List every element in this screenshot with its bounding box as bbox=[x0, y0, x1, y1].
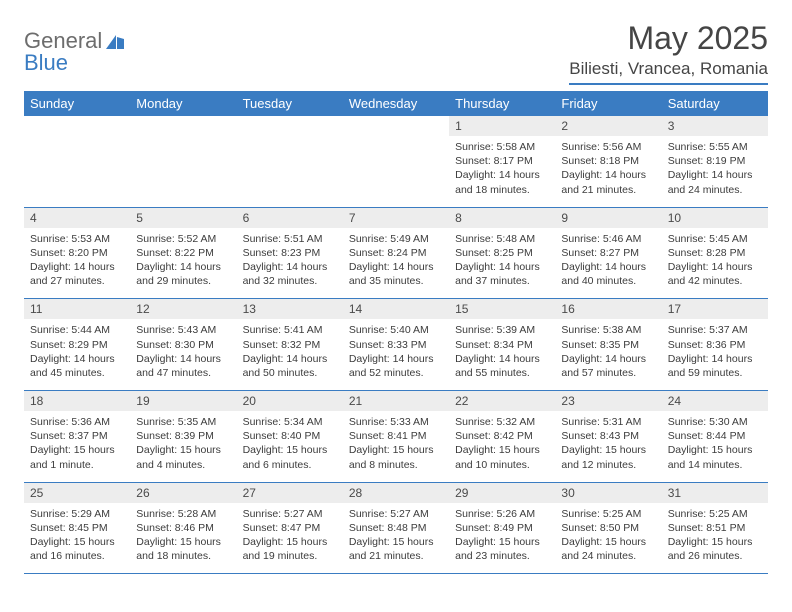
day-number-cell: 23 bbox=[555, 391, 661, 412]
day-number-cell: 10 bbox=[662, 207, 768, 228]
day-content-cell: Sunrise: 5:46 AM Sunset: 8:27 PM Dayligh… bbox=[555, 228, 661, 299]
day-content-cell bbox=[343, 136, 449, 207]
day-number-row: 18192021222324 bbox=[24, 391, 768, 412]
day-content-cell: Sunrise: 5:28 AM Sunset: 8:46 PM Dayligh… bbox=[130, 503, 236, 574]
day-number-cell: 2 bbox=[555, 116, 661, 136]
day-content-cell: Sunrise: 5:34 AM Sunset: 8:40 PM Dayligh… bbox=[237, 411, 343, 482]
day-number-cell bbox=[237, 116, 343, 136]
day-number-row: 25262728293031 bbox=[24, 482, 768, 503]
weekday-header: Thursday bbox=[449, 91, 555, 116]
day-content-cell: Sunrise: 5:53 AM Sunset: 8:20 PM Dayligh… bbox=[24, 228, 130, 299]
location-label: Biliesti, Vrancea, Romania bbox=[569, 59, 768, 85]
day-number-cell: 3 bbox=[662, 116, 768, 136]
weekday-header-row: Sunday Monday Tuesday Wednesday Thursday… bbox=[24, 91, 768, 116]
day-content-cell: Sunrise: 5:45 AM Sunset: 8:28 PM Dayligh… bbox=[662, 228, 768, 299]
day-number-cell: 7 bbox=[343, 207, 449, 228]
day-number-cell: 24 bbox=[662, 391, 768, 412]
day-content-cell: Sunrise: 5:36 AM Sunset: 8:37 PM Dayligh… bbox=[24, 411, 130, 482]
day-number-cell: 31 bbox=[662, 482, 768, 503]
day-number-cell: 30 bbox=[555, 482, 661, 503]
day-content-row: Sunrise: 5:44 AM Sunset: 8:29 PM Dayligh… bbox=[24, 319, 768, 390]
day-number-cell: 12 bbox=[130, 299, 236, 320]
day-number-cell bbox=[24, 116, 130, 136]
day-number-cell: 27 bbox=[237, 482, 343, 503]
day-content-cell: Sunrise: 5:25 AM Sunset: 8:50 PM Dayligh… bbox=[555, 503, 661, 574]
day-number-cell: 16 bbox=[555, 299, 661, 320]
day-number-cell: 5 bbox=[130, 207, 236, 228]
day-content-cell: Sunrise: 5:43 AM Sunset: 8:30 PM Dayligh… bbox=[130, 319, 236, 390]
day-number-cell: 19 bbox=[130, 391, 236, 412]
day-number-cell: 14 bbox=[343, 299, 449, 320]
day-content-cell: Sunrise: 5:35 AM Sunset: 8:39 PM Dayligh… bbox=[130, 411, 236, 482]
day-number-cell: 29 bbox=[449, 482, 555, 503]
day-number-row: 11121314151617 bbox=[24, 299, 768, 320]
day-number-cell: 26 bbox=[130, 482, 236, 503]
day-content-cell bbox=[237, 136, 343, 207]
day-content-cell bbox=[24, 136, 130, 207]
day-content-cell: Sunrise: 5:38 AM Sunset: 8:35 PM Dayligh… bbox=[555, 319, 661, 390]
day-number-cell: 17 bbox=[662, 299, 768, 320]
day-content-cell: Sunrise: 5:26 AM Sunset: 8:49 PM Dayligh… bbox=[449, 503, 555, 574]
header: General May 2025 Biliesti, Vrancea, Roma… bbox=[24, 20, 768, 85]
day-number-cell: 13 bbox=[237, 299, 343, 320]
day-content-cell: Sunrise: 5:40 AM Sunset: 8:33 PM Dayligh… bbox=[343, 319, 449, 390]
day-content-cell: Sunrise: 5:27 AM Sunset: 8:48 PM Dayligh… bbox=[343, 503, 449, 574]
day-number-cell bbox=[343, 116, 449, 136]
logo-sail-icon bbox=[106, 33, 124, 49]
day-content-row: Sunrise: 5:36 AM Sunset: 8:37 PM Dayligh… bbox=[24, 411, 768, 482]
day-content-cell: Sunrise: 5:39 AM Sunset: 8:34 PM Dayligh… bbox=[449, 319, 555, 390]
day-content-cell: Sunrise: 5:29 AM Sunset: 8:45 PM Dayligh… bbox=[24, 503, 130, 574]
day-number-cell bbox=[130, 116, 236, 136]
weekday-header: Saturday bbox=[662, 91, 768, 116]
day-content-cell: Sunrise: 5:25 AM Sunset: 8:51 PM Dayligh… bbox=[662, 503, 768, 574]
day-number-cell: 1 bbox=[449, 116, 555, 136]
day-content-cell: Sunrise: 5:58 AM Sunset: 8:17 PM Dayligh… bbox=[449, 136, 555, 207]
weekday-header: Monday bbox=[130, 91, 236, 116]
day-number-cell: 18 bbox=[24, 391, 130, 412]
day-content-cell: Sunrise: 5:51 AM Sunset: 8:23 PM Dayligh… bbox=[237, 228, 343, 299]
logo-blue-wrap: Blue bbox=[24, 50, 68, 76]
day-number-cell: 9 bbox=[555, 207, 661, 228]
day-content-row: Sunrise: 5:58 AM Sunset: 8:17 PM Dayligh… bbox=[24, 136, 768, 207]
day-number-cell: 28 bbox=[343, 482, 449, 503]
day-number-cell: 4 bbox=[24, 207, 130, 228]
day-content-row: Sunrise: 5:29 AM Sunset: 8:45 PM Dayligh… bbox=[24, 503, 768, 574]
day-content-cell: Sunrise: 5:52 AM Sunset: 8:22 PM Dayligh… bbox=[130, 228, 236, 299]
day-content-cell: Sunrise: 5:30 AM Sunset: 8:44 PM Dayligh… bbox=[662, 411, 768, 482]
day-content-cell: Sunrise: 5:31 AM Sunset: 8:43 PM Dayligh… bbox=[555, 411, 661, 482]
day-number-cell: 15 bbox=[449, 299, 555, 320]
day-content-cell: Sunrise: 5:33 AM Sunset: 8:41 PM Dayligh… bbox=[343, 411, 449, 482]
title-block: May 2025 Biliesti, Vrancea, Romania bbox=[569, 20, 768, 85]
day-content-cell: Sunrise: 5:37 AM Sunset: 8:36 PM Dayligh… bbox=[662, 319, 768, 390]
day-number-cell: 22 bbox=[449, 391, 555, 412]
day-content-cell: Sunrise: 5:48 AM Sunset: 8:25 PM Dayligh… bbox=[449, 228, 555, 299]
calendar-table: Sunday Monday Tuesday Wednesday Thursday… bbox=[24, 91, 768, 574]
calendar-page: General May 2025 Biliesti, Vrancea, Roma… bbox=[0, 0, 792, 594]
day-content-cell: Sunrise: 5:41 AM Sunset: 8:32 PM Dayligh… bbox=[237, 319, 343, 390]
day-content-cell: Sunrise: 5:27 AM Sunset: 8:47 PM Dayligh… bbox=[237, 503, 343, 574]
day-content-cell: Sunrise: 5:44 AM Sunset: 8:29 PM Dayligh… bbox=[24, 319, 130, 390]
day-number-row: 123 bbox=[24, 116, 768, 136]
weekday-header: Sunday bbox=[24, 91, 130, 116]
weekday-header: Tuesday bbox=[237, 91, 343, 116]
day-number-cell: 20 bbox=[237, 391, 343, 412]
day-number-cell: 11 bbox=[24, 299, 130, 320]
day-number-cell: 21 bbox=[343, 391, 449, 412]
day-content-cell: Sunrise: 5:56 AM Sunset: 8:18 PM Dayligh… bbox=[555, 136, 661, 207]
day-content-cell: Sunrise: 5:49 AM Sunset: 8:24 PM Dayligh… bbox=[343, 228, 449, 299]
weekday-header: Wednesday bbox=[343, 91, 449, 116]
month-title: May 2025 bbox=[569, 20, 768, 57]
day-content-cell bbox=[130, 136, 236, 207]
weekday-header: Friday bbox=[555, 91, 661, 116]
day-content-cell: Sunrise: 5:55 AM Sunset: 8:19 PM Dayligh… bbox=[662, 136, 768, 207]
day-number-cell: 6 bbox=[237, 207, 343, 228]
logo-text-blue: Blue bbox=[24, 50, 68, 75]
day-content-row: Sunrise: 5:53 AM Sunset: 8:20 PM Dayligh… bbox=[24, 228, 768, 299]
day-number-cell: 25 bbox=[24, 482, 130, 503]
day-number-cell: 8 bbox=[449, 207, 555, 228]
day-number-row: 45678910 bbox=[24, 207, 768, 228]
day-content-cell: Sunrise: 5:32 AM Sunset: 8:42 PM Dayligh… bbox=[449, 411, 555, 482]
